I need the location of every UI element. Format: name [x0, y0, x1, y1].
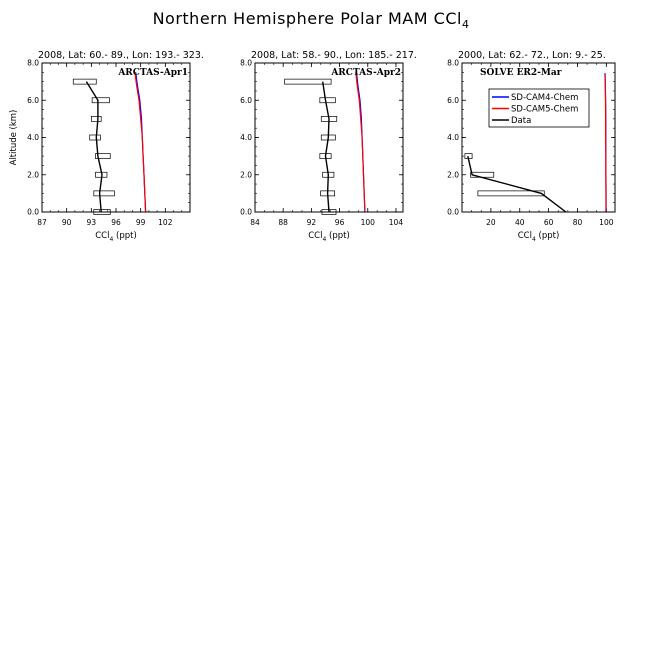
series-line-data [322, 81, 330, 213]
x-tick-label: 99 [136, 218, 146, 227]
panel-subtitle: 2008, Lat: 58.- 90., Lon: 185.- 217. [251, 50, 417, 61]
data-range-box [95, 153, 111, 159]
data-range-box [89, 134, 101, 141]
x-tick-label: 87 [37, 218, 47, 227]
y-tick-label: 8.0 [447, 59, 459, 68]
series-line-data [85, 81, 103, 213]
y-tick-label: 0.0 [27, 208, 39, 217]
panel-3: 2000, Lat: 62.- 72., Lon: 9.- 25. 0.0 2.0 4… [447, 50, 616, 243]
x-tick-label: 104 [389, 218, 404, 227]
x-tick-label: 60 [544, 218, 554, 227]
y-tick-label: 2.0 [240, 170, 252, 179]
y-tick-label: 4.0 [447, 133, 459, 142]
x-axis-label: CCl4 (ppt) [308, 231, 350, 243]
y-tick-label: 0.0 [447, 208, 459, 217]
x-axis-label: CCl4 (ppt) [95, 231, 137, 243]
legend-entry: Data [511, 116, 531, 126]
plot-frame [461, 62, 616, 213]
x-tick-label: 102 [158, 218, 173, 227]
panel-label: SOLVE ER2-Mar [480, 68, 562, 78]
y-tick-label: 4.0 [240, 133, 252, 142]
data-range-box [90, 116, 102, 122]
panel-label: ARCTAS-Apr1 [117, 68, 188, 78]
panel-subtitle: 2000, Lat: 62.- 72., Lon: 9.- 25. [458, 50, 606, 61]
y-tick-label: 8.0 [27, 59, 39, 68]
panels: 2008, Lat: 60.- 89., Lon: 193.- 323.0.02… [9, 50, 616, 243]
legend-entry: SD-CAM4-Chem [511, 93, 578, 103]
x-tick-label: 92 [307, 218, 317, 227]
series-line-sd-cam5-chem [134, 72, 147, 213]
y-tick-label: 0.0 [240, 208, 252, 217]
x-tick-label: 90 [62, 218, 72, 227]
x-tick-label: 96 [111, 218, 121, 227]
x-tick-label: 84 [250, 218, 260, 227]
x-tick-label: 96 [335, 218, 345, 227]
legend-entry: SD-CAM5-Chem [511, 105, 578, 115]
y-tick-label: 2.0 [27, 170, 39, 179]
data-range-box [319, 97, 336, 104]
x-axis-label: CCl4 (ppt) [518, 231, 560, 243]
x-tick-label: 80 [573, 218, 583, 227]
series-line-data [467, 155, 567, 213]
panel-subtitle: 2008, Lat: 60.- 89., Lon: 193.- 323. [38, 50, 204, 61]
y-tick-label: 2.0 [447, 170, 459, 179]
y-tick-label: 6.0 [447, 96, 459, 105]
data-range-box [72, 78, 97, 85]
data-range-box [284, 78, 332, 85]
plot-frame [254, 62, 404, 213]
x-tick-label: 40 [515, 218, 525, 227]
data-range-box [91, 97, 110, 104]
data-range-box [477, 190, 545, 197]
series-line-sd-cam5-chem [604, 75, 607, 212]
series-line-sd-cam5-chem [355, 72, 366, 213]
x-tick-label: 100 [361, 218, 376, 227]
panel-label: ARCTAS-Apr2 [330, 68, 401, 78]
plot-frame [41, 62, 191, 213]
y-tick-label: 6.0 [240, 96, 252, 105]
panel-2: 2008, Lat: 58.- 90., Lon: 185.- 217. 0.0 2… [240, 50, 417, 243]
x-tick-label: 93 [87, 218, 97, 227]
y-tick-label: 6.0 [27, 96, 39, 105]
data-range-box [93, 190, 115, 197]
figure-title: Northern Hemisphere Polar MAM CCl4 [153, 9, 470, 31]
panel-1: 2008, Lat: 60.- 89., Lon: 193.- 323. 0.0 2… [9, 50, 204, 243]
y-axis-label: Altitude (km) [9, 110, 19, 166]
y-tick-label: 4.0 [27, 133, 39, 142]
x-tick-label: 100 [599, 218, 614, 227]
x-tick-label: 88 [278, 218, 288, 227]
y-tick-label: 8.0 [240, 59, 252, 68]
x-tick-label: 20 [486, 218, 496, 227]
